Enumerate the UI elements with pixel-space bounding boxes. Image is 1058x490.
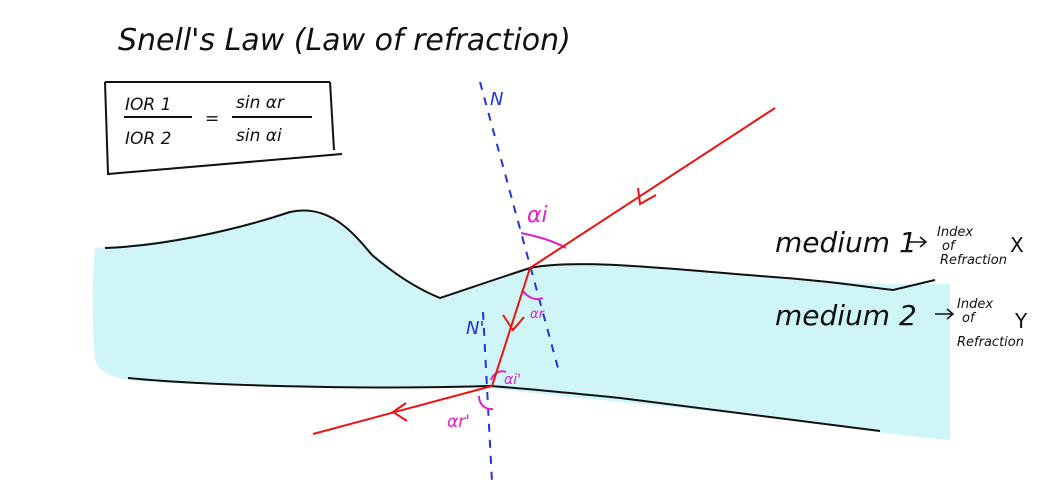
lower-boundary-line [127,377,881,432]
light-ray [312,107,776,435]
angle-label-incidence-bottom: αi' [504,372,521,388]
formula-denominator-right: sin αi [236,126,282,146]
medium-2-region [92,211,950,440]
angle-label-refraction-bottom: αr' [447,412,470,432]
medium-2-index-line3: Refraction [957,335,1024,350]
medium-2-arrow [935,308,955,320]
formula-equals: = [205,109,219,129]
medium-2-label: medium 2 [775,299,917,332]
normal-line-top [479,81,559,369]
ray-arrow-incident [637,187,657,206]
angle-arc-incidence-bottom [490,370,507,381]
normal-label-bottom: N' [466,318,484,339]
medium-1-index-line2: of [942,239,957,254]
medium-2-index-line2: of [962,311,977,326]
angle-label-incidence-top: αi [527,203,548,228]
formula-denominator-left: IOR 2 [125,129,171,149]
medium-1-value: X [1010,233,1024,257]
medium-2-value: Y [1014,309,1028,333]
page-title: Snell's Law (Law of refraction) [118,23,571,58]
ray-arrow-exit [391,402,408,422]
formula-box [104,81,343,176]
angle-arc-refraction-bottom [478,395,494,411]
upper-boundary-line [104,209,936,300]
angle-arc-refraction-top [521,289,544,301]
angle-label-refraction-top: αr [530,307,546,322]
medium-2-index-line1: Index [957,297,993,312]
medium-1-arrow [908,236,928,248]
normal-label-top: N [490,89,503,110]
medium-1-label: medium 1 [775,226,917,259]
ray-arrow-refracted [502,314,525,332]
medium-1-index-line3: Refraction [940,253,1007,268]
normal-line-bottom [482,311,493,483]
formula-numerator-left: IOR 1 [125,95,171,115]
angle-arc-incidence-top [520,232,567,249]
medium-1-index-line1: Index [937,225,973,240]
formula-numerator-right: sin αr [236,93,285,113]
